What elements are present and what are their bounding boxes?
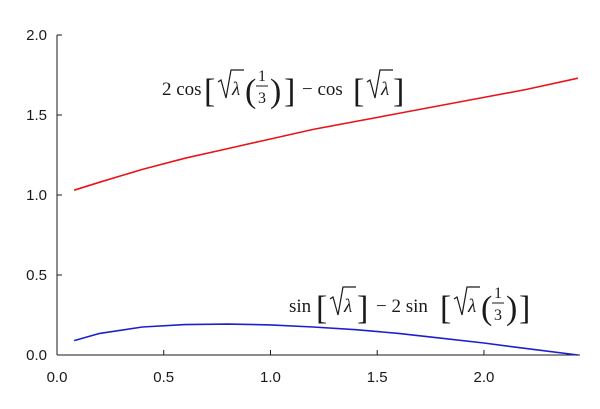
red-formula-paren-open: ( — [245, 73, 256, 110]
series-line-1 — [73, 323, 578, 356]
x-tick-label-2: 1.0 — [260, 369, 281, 386]
red-formula-bracket-close-2: ] — [393, 73, 404, 110]
y-tick-label-2: 1.0 — [26, 187, 47, 204]
y-tick-label-0: 0.0 — [26, 347, 47, 364]
y-tick-label-1: 0.5 — [26, 267, 47, 284]
blue-formula-minus-2sin: − 2 sin — [376, 296, 428, 317]
series-line-0 — [73, 77, 579, 191]
red-formula-paren-close: ) — [270, 73, 281, 110]
red-formula-minus-cos: − cos — [302, 79, 343, 100]
x-tick-label-4: 2.0 — [474, 369, 495, 386]
x-tick-label-3: 1.5 — [367, 369, 388, 386]
red-formula-frac-num: 1 — [258, 68, 266, 85]
blue-series-formula: sin [ λ ] − 2 sin [ λ ( 1 3 ) ] — [289, 285, 530, 327]
red-formula-bracket-open: [ — [204, 73, 215, 110]
red-formula-sqrt-icon-2 — [366, 69, 393, 99]
tick-labels: 0.0 0.5 1.0 1.5 2.0 0.0 0.5 1.0 1.5 2.0 — [26, 27, 494, 386]
red-formula-bracket-close: ] — [284, 73, 295, 110]
blue-formula-sqrt-arg-2: λ — [467, 296, 476, 317]
y-tick-label-3: 1.5 — [26, 107, 47, 124]
ticks — [56, 34, 485, 356]
blue-formula-paren-close: ) — [506, 290, 517, 327]
blue-formula-bracket-close: ] — [357, 290, 368, 327]
red-formula-bracket-open-2: [ — [353, 73, 364, 110]
blue-formula-frac-num: 1 — [494, 285, 502, 302]
red-formula-sqrt-arg: λ — [231, 79, 240, 100]
red-formula-frac-den: 3 — [258, 90, 266, 107]
red-series-formula: 2 cos [ λ ( 1 3 ) ] − cos [ λ ] — [162, 68, 404, 110]
blue-formula-sqrt-icon — [329, 286, 356, 316]
red-formula-coef: 2 cos — [162, 79, 202, 100]
blue-formula-frac-den: 3 — [494, 307, 502, 324]
blue-formula-paren-open: ( — [481, 290, 492, 327]
series-lines — [73, 77, 579, 356]
blue-formula-bracket-open-2: [ — [440, 290, 451, 327]
y-tick-label-4: 2.0 — [26, 27, 47, 44]
blue-formula-sin: sin — [289, 296, 312, 317]
red-formula-sqrt-icon — [217, 69, 244, 99]
red-formula-sqrt-arg-2: λ — [380, 79, 389, 100]
blue-formula-sqrt-arg: λ — [343, 296, 352, 317]
x-tick-label-0: 0.0 — [47, 369, 68, 386]
blue-formula-bracket-open: [ — [316, 290, 327, 327]
blue-formula-sqrt-icon-2 — [453, 286, 480, 316]
x-tick-label-1: 0.5 — [153, 369, 174, 386]
blue-formula-bracket-close-2: ] — [519, 290, 530, 327]
